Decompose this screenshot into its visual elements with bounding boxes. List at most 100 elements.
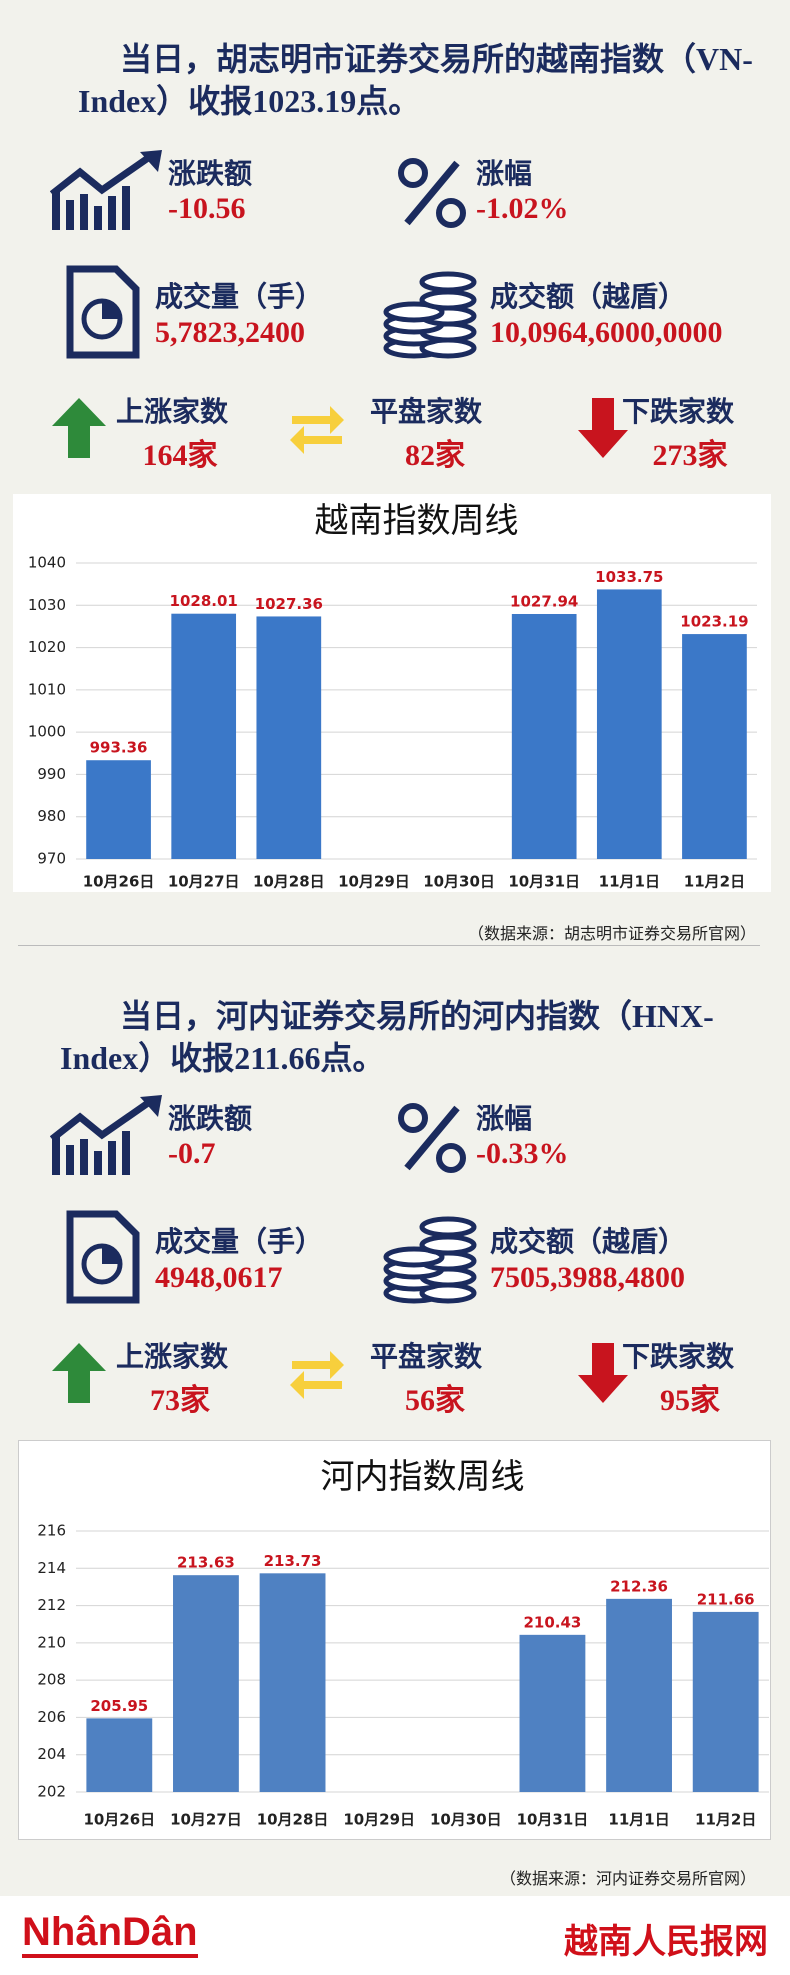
- x-tick-label: 10月30日: [423, 873, 495, 891]
- stat-icon: [290, 1351, 344, 1399]
- stat-label: 下跌家数: [622, 395, 735, 428]
- bar: [259, 1573, 326, 1792]
- stat-icon: [578, 1343, 628, 1403]
- stat-label: 成交额（越盾）: [490, 1225, 687, 1258]
- stat-label: 平盘家数: [370, 1340, 483, 1373]
- data-label: 1028.01: [170, 592, 238, 610]
- stat-label: 平盘家数: [370, 395, 483, 428]
- stat-value: 273家: [652, 439, 728, 472]
- x-tick-label: 10月31日: [517, 1811, 589, 1829]
- x-tick-label: 11月1日: [599, 873, 660, 891]
- stat-icon: [66, 265, 140, 359]
- data-label: 212.36: [610, 1577, 668, 1595]
- stat-label: 涨幅: [476, 1102, 533, 1135]
- chart-title: 河内指数周线: [321, 1458, 525, 1496]
- source-note: （数据来源：胡志明市证券交易所官网）: [467, 924, 756, 943]
- bar: [86, 1718, 153, 1792]
- bar: [171, 613, 237, 859]
- y-tick-label: 1010: [28, 680, 66, 698]
- data-label: 1023.19: [680, 613, 748, 631]
- bar: [596, 589, 662, 859]
- stat-icon: [290, 406, 344, 454]
- stat-value: -0.7: [168, 1137, 216, 1170]
- data-label: 1027.94: [510, 592, 578, 610]
- stat-icon: [383, 271, 477, 359]
- y-tick-label: 1040: [28, 554, 66, 572]
- stat-value: 82家: [405, 439, 465, 472]
- y-tick-label: 206: [37, 1708, 66, 1726]
- stat-value: 4948,0617: [155, 1261, 283, 1294]
- x-tick-label: 10月28日: [257, 1811, 329, 1829]
- bar: [606, 1598, 672, 1792]
- x-tick-label: 11月2日: [695, 1811, 756, 1829]
- x-tick-label: 11月1日: [608, 1811, 669, 1829]
- data-label: 1033.75: [595, 568, 663, 586]
- bar: [692, 1611, 759, 1792]
- y-tick-label: 980: [37, 807, 66, 825]
- x-tick-label: 10月28日: [253, 873, 325, 891]
- stat-value: 7505,3988,4800: [490, 1261, 685, 1294]
- stat-icon: [52, 398, 106, 458]
- chart: 越南指数周线 970 980 990 1000 1010 1020 1030 1040 10月26…: [13, 494, 771, 892]
- stat-label: 上涨家数: [116, 395, 229, 428]
- stat-label: 涨跌额: [168, 157, 253, 190]
- divider: [18, 945, 760, 946]
- stat-icon: [66, 1210, 140, 1304]
- x-tick-label: 10月27日: [168, 873, 240, 891]
- bar: [173, 1575, 239, 1792]
- stat-label: 成交量（手）: [155, 280, 324, 313]
- stat-value: 56家: [405, 1384, 465, 1417]
- stat-value: 73家: [150, 1384, 210, 1417]
- headline: 当日，胡志明市证券交易所的越南指数（VN-Index）收报1023.19点。: [78, 41, 753, 119]
- bar: [86, 760, 151, 859]
- y-tick-label: 204: [37, 1745, 66, 1763]
- bar: [519, 1634, 586, 1792]
- y-tick-label: 1000: [28, 723, 66, 741]
- stat-label: 涨跌额: [168, 1102, 253, 1135]
- stat-icon: [52, 1343, 106, 1403]
- y-tick-label: 216: [37, 1522, 66, 1540]
- site-name: 越南人民报网: [564, 1922, 768, 1962]
- stat-icon: [578, 398, 628, 458]
- x-tick-label: 10月27日: [170, 1811, 242, 1829]
- footer: NhânDân 越南人民报网: [0, 1896, 790, 1975]
- stat-label: 涨幅: [476, 157, 533, 190]
- stat-icon: [50, 150, 162, 230]
- stat-value: 164家: [142, 439, 218, 472]
- y-tick-label: 1020: [28, 638, 66, 656]
- data-label: 205.95: [90, 1697, 148, 1715]
- y-tick-label: 990: [37, 765, 66, 783]
- data-label: 210.43: [523, 1613, 581, 1631]
- data-label: 211.66: [697, 1590, 755, 1608]
- x-tick-label: 10月29日: [338, 873, 410, 891]
- chart: 河内指数周线 202 204 206 208 210 212 214 216 10月26日 205.…: [18, 1440, 771, 1840]
- stat-label: 成交量（手）: [155, 1225, 324, 1258]
- source-note: （数据来源：河内证券交易所官网）: [499, 1869, 756, 1888]
- stat-label: 成交额（越盾）: [490, 280, 687, 313]
- stat-icon: [398, 1103, 466, 1173]
- stat-value: 95家: [660, 1384, 720, 1417]
- x-tick-label: 10月26日: [83, 873, 155, 891]
- data-label: 213.73: [264, 1552, 322, 1570]
- headline: 当日，河内证券交易所的河内指数（HNX-Index）收报211.66点。: [60, 998, 714, 1076]
- y-tick-label: 208: [37, 1671, 66, 1689]
- logo: NhânDân: [22, 1910, 198, 1958]
- y-tick-label: 970: [37, 850, 66, 868]
- y-tick-label: 202: [37, 1783, 66, 1801]
- y-tick-label: 214: [37, 1559, 66, 1577]
- bar: [256, 616, 322, 859]
- stat-icon: [50, 1095, 162, 1175]
- stat-value: -1.02%: [476, 192, 569, 225]
- x-tick-label: 10月26日: [83, 1811, 155, 1829]
- y-tick-label: 212: [37, 1596, 66, 1614]
- stat-value: -10.56: [168, 192, 246, 225]
- chart-title: 越南指数周线: [315, 502, 519, 540]
- stat-icon: [383, 1216, 477, 1304]
- y-tick-label: 210: [37, 1633, 66, 1651]
- y-tick-label: 1030: [28, 596, 66, 614]
- stat-label: 下跌家数: [622, 1340, 735, 1373]
- stat-icon: [398, 158, 466, 228]
- x-tick-label: 10月30日: [430, 1811, 502, 1829]
- x-tick-label: 10月29日: [343, 1811, 415, 1829]
